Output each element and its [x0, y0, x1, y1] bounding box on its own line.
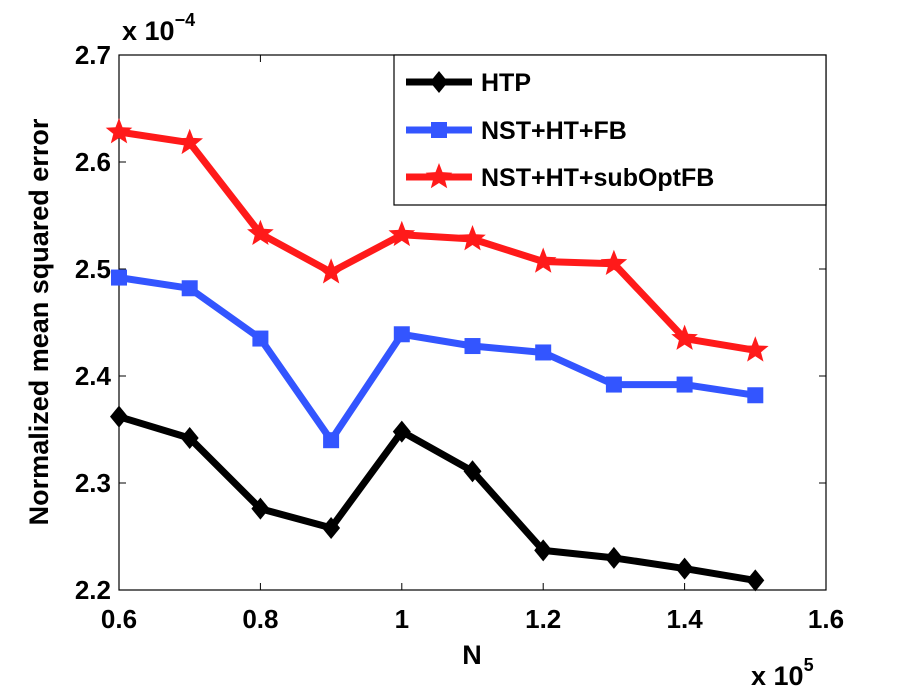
- data-point: [747, 387, 764, 404]
- data-point: [181, 280, 198, 297]
- data-point: [323, 432, 340, 449]
- x-tick-label: 1.2: [525, 604, 561, 634]
- series-layer: [105, 118, 769, 592]
- data-point: [464, 338, 481, 355]
- series-line: [118, 128, 756, 354]
- legend-marker: [430, 71, 448, 93]
- legend: HTP NST+HT+FB NST+HT+subOptFB: [393, 54, 827, 206]
- data-point: [388, 220, 416, 247]
- y-tick-label: 2.3: [75, 468, 111, 498]
- x-tick-label: 1.6: [808, 604, 844, 634]
- data-point: [251, 497, 270, 520]
- y-axis-multiplier: x 10−4: [122, 10, 195, 46]
- data-point: [600, 249, 628, 275]
- data-point: [529, 247, 557, 273]
- y-tick-label: 2.6: [75, 147, 111, 177]
- data-point: [322, 516, 341, 539]
- data-point: [742, 336, 769, 362]
- series-star: [105, 118, 769, 362]
- data-point: [746, 569, 765, 592]
- series-line: [118, 274, 756, 444]
- y-axis-label: Normalized mean squared error: [24, 118, 54, 525]
- data-point: [459, 225, 486, 251]
- data-point: [110, 405, 128, 428]
- series-square: [111, 269, 764, 449]
- data-point: [604, 546, 623, 569]
- data-point: [105, 118, 133, 144]
- data-point: [317, 258, 345, 284]
- x-tick-label: 1: [395, 604, 409, 634]
- y-tick-label: 2.5: [75, 254, 111, 284]
- data-point: [463, 460, 482, 483]
- legend-marker: [425, 163, 453, 189]
- x-tick-label: 1.4: [667, 604, 704, 634]
- data-point: [671, 324, 698, 350]
- data-point: [676, 376, 693, 393]
- data-point: [535, 344, 552, 361]
- axis-ticks: 0.6 0.8 1 1.2 1.4 1.6 2.2 2.3 2.4 2.5 2.6 2.7: [75, 40, 844, 634]
- data-point: [605, 376, 622, 393]
- legend-entry: NST+HT+subOptFB: [481, 164, 714, 192]
- y-tick-label: 2.7: [75, 40, 111, 70]
- x-tick-label: 0.8: [242, 604, 278, 634]
- x-axis-multiplier: x 105: [751, 655, 814, 687]
- x-axis-label: N: [462, 640, 482, 670]
- series-line: [117, 413, 756, 584]
- data-point: [534, 539, 553, 562]
- data-point: [247, 219, 274, 245]
- data-point: [675, 557, 694, 580]
- series-diamond: [110, 405, 765, 592]
- y-tick-label: 2.4: [75, 361, 112, 391]
- x-tick-label: 0.6: [101, 604, 137, 634]
- data-point: [392, 420, 411, 443]
- legend-marker: [431, 122, 447, 138]
- legend-entry: HTP: [481, 69, 531, 97]
- data-point: [111, 269, 127, 286]
- legend-entry: NST+HT+FB: [481, 117, 627, 145]
- y-tick-label: 2.2: [75, 575, 111, 605]
- data-point: [252, 330, 269, 347]
- data-point: [393, 326, 410, 343]
- data-point: [176, 128, 203, 155]
- data-point: [180, 427, 199, 450]
